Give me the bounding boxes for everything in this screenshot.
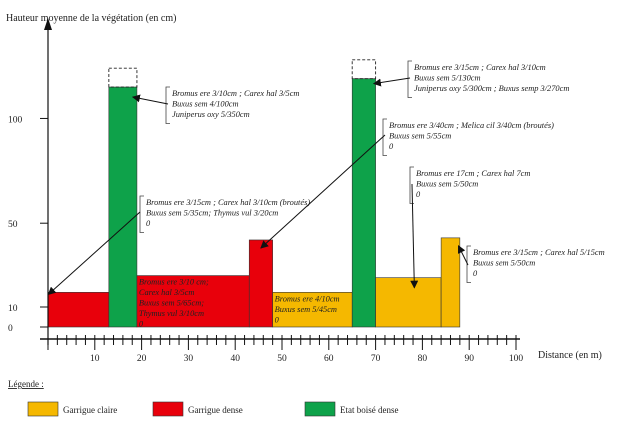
axes-layer: 10 20 30 40 50 60 70 80 90 100 0 10 50 100 <box>8 18 523 364</box>
annotation-2-line: Bromus ere 3/15cm ; Carex hal 3/10cm (br… <box>146 198 310 207</box>
bar-6 <box>351 78 376 328</box>
x-tick-label: 80 <box>418 354 428 364</box>
annotation-3-bracket <box>407 60 412 98</box>
x-tick-label: 50 <box>277 354 287 364</box>
y-tick-label: 0 <box>8 324 13 334</box>
bar-1 <box>47 292 110 328</box>
annotations-layer: Bromus ere 3/10cm ; Carex hal 3/5cm Buxus… <box>47 60 605 296</box>
annotation-4-arrow <box>260 134 386 249</box>
annotation-3-line: Bromus ere 3/15cm ; Carex hal 3/10cm <box>414 63 546 72</box>
annotation-4-bracket <box>382 118 387 156</box>
annotation-5-arrow <box>410 183 419 289</box>
x-tick-label: 70 <box>371 354 381 364</box>
x-tick-label: 90 <box>464 354 474 364</box>
annotation-1-arrow <box>131 94 169 105</box>
annotation-3-line: Juniperus oxy 5/300cm ; Buxus semp 3/270… <box>414 84 569 93</box>
bar-8 <box>440 237 461 328</box>
bar-5-label-line: Bromus ere 4/10cm <box>275 294 340 303</box>
legend-swatch-3 <box>304 401 336 417</box>
annotation-6-line: Buxus sem 5/50cm <box>473 259 535 268</box>
bar-3-label-line: Thymus vul 3/10cm <box>139 309 204 318</box>
bar-3-label-line: Buxus sem 5/65cm; <box>139 299 204 308</box>
bar-3-label-line: 0 <box>139 320 144 329</box>
bar-3 <box>136 275 250 328</box>
legend-title: Légende : <box>8 379 44 389</box>
annotation-6-bracket <box>466 245 471 283</box>
y-axis-title: Hauteur moyenne de la végétation (en cm) <box>6 13 176 24</box>
annotation-3-line: Buxus sem 5/130cm <box>414 74 481 83</box>
legend-swatch-2 <box>152 401 184 417</box>
legend-swatch-1 <box>27 401 59 417</box>
legend-label-1: Garrigue claire <box>63 405 117 415</box>
bar-6-dashed-top <box>351 59 377 80</box>
bar-labels-layer: Bromus ere 3/10 cm;Carex hal 3/5cm Buxus … <box>139 278 340 329</box>
y-axis-arrow <box>44 18 52 30</box>
bar-2 <box>108 86 138 328</box>
bar-3-label-line: Bromus ere 3/10 cm; <box>139 278 209 287</box>
annotation-2-bracket <box>139 195 144 233</box>
annotation-2-line: 0 <box>146 219 151 228</box>
bar-2-dashed-top <box>108 67 138 88</box>
annotation-5-line: 0 <box>416 190 421 199</box>
bar-3-label-line: Carex hal 3/5cm <box>139 288 195 297</box>
x-tick-label: 60 <box>324 354 334 364</box>
legend-items: Garrigue claire Garrigue dense Etat boisé … <box>27 401 398 417</box>
y-tick-label: 100 <box>8 115 23 125</box>
annotation-1-bracket <box>165 86 170 124</box>
y-tick-label: 10 <box>8 304 18 314</box>
annotation-6-line: Bromus ere 3/15cm ; Carex hal 5/15cm <box>473 248 605 257</box>
annotation-1-line: Bromus ere 3/10cm ; Carex hal 3/5cm <box>172 89 299 98</box>
x-tick-label: 100 <box>509 354 524 364</box>
annotation-1-line: Buxus sem 4/100cm <box>172 100 239 109</box>
bar-7 <box>375 277 442 328</box>
annotation-2-line: Buxus sem 5/35cm; Thymus vul 3/20cm <box>146 209 278 218</box>
x-tick-label: 40 <box>230 354 240 364</box>
annotation-1-line: Juniperus oxy 5/350cm <box>172 110 250 119</box>
bar-5 <box>272 292 353 328</box>
x-tick-label: 20 <box>137 354 147 364</box>
bar-5-label-line: 0 <box>275 315 280 324</box>
x-axis-title: Distance (en m) <box>538 350 602 361</box>
legend: Légende : Garrigue claire Garrigue dense E… <box>8 379 398 417</box>
legend-label-3: Etat boisé dense <box>340 405 398 415</box>
annotation-4-line: Buxus sem 5/55cm <box>389 132 451 141</box>
bar-5-label-line: Buxus sem 5/45cm <box>275 305 337 314</box>
annotation-3-arrow <box>372 77 411 87</box>
annotation-4-line: 0 <box>389 142 394 151</box>
bar-4 <box>248 239 273 328</box>
annotation-6-line: 0 <box>473 269 478 278</box>
legend-label-2: Garrigue dense <box>188 405 243 415</box>
annotation-5-line: Buxus sem 5/50cm <box>416 180 478 189</box>
bars-layer <box>47 59 461 328</box>
x-tick-label: 10 <box>90 354 100 364</box>
annotation-6-arrow <box>458 244 469 266</box>
annotation-2-arrow <box>47 211 141 296</box>
y-tick-label: 50 <box>8 220 18 230</box>
annotation-5-line: Bromus ere 17cm ; Carex hal 7cm <box>416 169 530 178</box>
annotation-4-line: Bromus ere 3/40cm ; Melica cil 3/40cm (b… <box>389 121 554 130</box>
x-tick-label: 30 <box>184 354 194 364</box>
